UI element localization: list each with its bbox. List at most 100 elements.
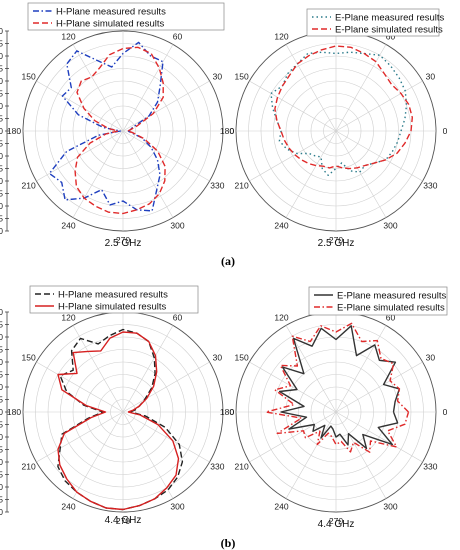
radial-scale-label: -25 <box>0 89 4 98</box>
radial-scale-label: -40 <box>0 127 4 136</box>
radial-scale-label: -20 <box>0 458 4 467</box>
radial-scale-label: -20 <box>0 77 4 86</box>
angle-tick-label: 330 <box>423 181 437 191</box>
frequency-label: 2.5 GHz <box>105 238 142 249</box>
grid-spoke <box>335 411 387 499</box>
grid-spoke <box>36 80 124 132</box>
radial-scale-label: -10 <box>0 333 4 342</box>
grid-spoke <box>122 80 210 132</box>
polar-chart-h-plane-4-4ghz: 90603003303002702402101801501200-5-10-15… <box>0 285 235 526</box>
grid-spoke <box>36 411 124 463</box>
grid-spoke <box>122 130 210 182</box>
angle-tick-label: 60 <box>173 32 183 42</box>
radial-scale-label: -30 <box>0 433 4 442</box>
legend-label: E-Plane simulated results <box>337 302 445 313</box>
polar-chart-e-plane-4-4ghz: 90603003303002702402101801501204.4 GHzE-… <box>220 286 448 530</box>
grid-spoke <box>335 361 423 413</box>
series-line-measured <box>57 328 184 511</box>
grid-spoke <box>122 325 174 413</box>
angle-tick-label: 60 <box>386 313 396 323</box>
series-line-measured <box>278 325 401 450</box>
angle-tick-label: 150 <box>235 353 249 363</box>
angle-tick-label: 210 <box>235 181 249 191</box>
angle-tick-label: 240 <box>61 220 75 230</box>
angle-tick-label: 240 <box>61 501 75 511</box>
radial-scale-label: -30 <box>0 102 4 111</box>
grid-spoke <box>335 44 387 132</box>
grid-spoke <box>285 44 337 132</box>
angle-tick-label: 60 <box>386 32 396 42</box>
radial-scale-label: 0 <box>0 27 4 36</box>
angle-tick-label: 30 <box>213 353 223 363</box>
radial-scale-label: -20 <box>0 358 4 367</box>
series-line-measured <box>270 51 408 177</box>
grid-spoke <box>249 80 337 132</box>
angle-tick-label: 150 <box>22 353 36 363</box>
grid-spoke <box>122 130 174 218</box>
grid-spoke <box>335 411 423 463</box>
angle-tick-label: 180 <box>7 407 21 417</box>
angle-tick-label: 300 <box>170 220 184 230</box>
angle-tick-label: 30 <box>213 72 223 82</box>
angle-tick-label: 210 <box>22 181 36 191</box>
grid-spoke <box>36 361 124 413</box>
grid-spoke <box>122 411 174 499</box>
grid-spoke <box>122 411 210 463</box>
legend-label: H-Plane simulated results <box>58 301 166 312</box>
radial-scale-label: -10 <box>0 483 4 492</box>
grid-spoke <box>122 361 210 413</box>
legend-label: H-Plane measured results <box>58 289 168 300</box>
grid-spoke <box>72 411 124 499</box>
radial-scale-label: 0 <box>0 508 4 517</box>
angle-tick-label: 60 <box>173 313 183 323</box>
angle-tick-label: 0 <box>230 407 235 417</box>
radial-scale-label: -30 <box>0 383 4 392</box>
angle-tick-label: 330 <box>210 181 224 191</box>
angle-tick-label: 330 <box>423 462 437 472</box>
panel-label-a: (a) <box>221 254 235 268</box>
grid-spoke <box>335 130 423 182</box>
legend-box <box>308 286 448 316</box>
grid-spoke <box>285 411 337 499</box>
grid-spoke <box>249 130 337 182</box>
angle-tick-label: 0 <box>443 407 448 417</box>
radial-scale-label: -30 <box>0 152 4 161</box>
radial-scale-label: -5 <box>0 214 4 223</box>
radial-scale-label: -15 <box>0 189 4 198</box>
frequency-label: 2.5 GHz <box>318 238 355 249</box>
radial-scale-label: -40 <box>0 408 4 417</box>
angle-tick-label: 210 <box>235 462 249 472</box>
angle-tick-label: 300 <box>383 220 397 230</box>
grid-spoke <box>249 361 337 413</box>
angle-tick-label: 300 <box>383 501 397 511</box>
radial-scale-label: -5 <box>0 39 4 48</box>
radial-scale-label: 0 <box>0 227 4 236</box>
radial-scale-label: -25 <box>0 164 4 173</box>
radial-scale-label: -35 <box>0 139 4 148</box>
series-line-simulated <box>274 45 413 170</box>
radial-scale-label: -35 <box>0 395 4 404</box>
radial-scale-label: -15 <box>0 64 4 73</box>
radial-scale-label: -5 <box>0 320 4 329</box>
angle-tick-label: 300 <box>170 501 184 511</box>
legend-label: H-Plane measured results <box>56 6 166 17</box>
grid-spoke <box>335 130 387 218</box>
radial-scale-label: -25 <box>0 445 4 454</box>
angle-tick-label: 270 <box>116 235 130 245</box>
angle-tick-label: 240 <box>274 501 288 511</box>
grid-spoke <box>72 44 124 132</box>
angle-tick-label: 120 <box>274 313 288 323</box>
legend-box <box>306 8 440 37</box>
legend-label: E-Plane measured results <box>337 290 447 301</box>
radial-scale-label: -25 <box>0 370 4 379</box>
frequency-label: 4.4 GHz <box>105 515 142 526</box>
grid-spoke <box>72 325 124 413</box>
grid-spoke <box>36 130 124 182</box>
angle-tick-label: 270 <box>329 516 343 526</box>
angle-tick-label: 30 <box>426 72 436 82</box>
legend-label: H-Plane simulated results <box>56 18 164 29</box>
grid-spoke <box>249 411 337 463</box>
